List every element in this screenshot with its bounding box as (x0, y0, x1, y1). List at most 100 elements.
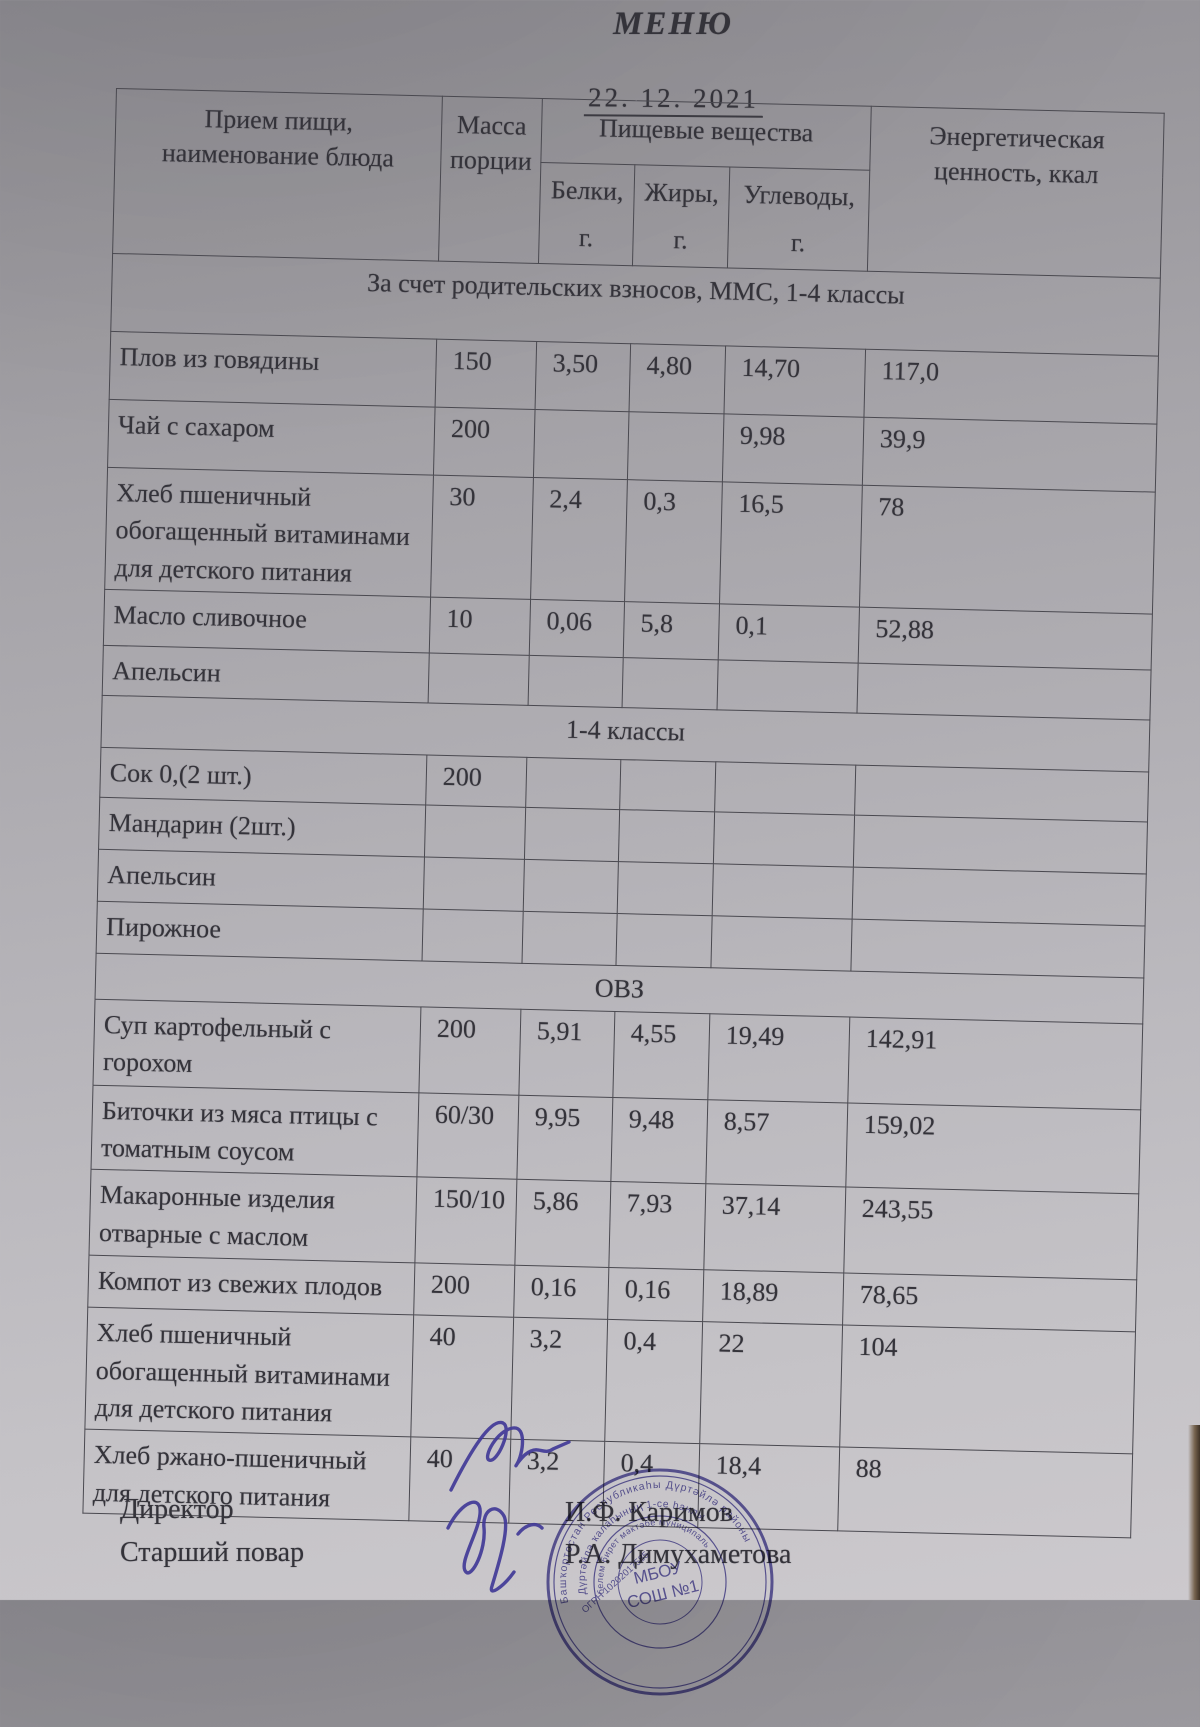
dish-cell: Чай с сахаром (107, 399, 436, 475)
page-title: МЕНЮ (613, 6, 733, 42)
carbs-cell (712, 863, 854, 919)
dish-cell: Хлеб пшеничный обогащенный витаминами дл… (84, 1307, 414, 1437)
mass-cell (424, 804, 526, 859)
energy-cell: 39,9 (862, 416, 1157, 492)
protein-cell: 2,4 (530, 477, 628, 602)
column-header-nutrients: Пищевые вещества (540, 98, 872, 171)
mass-cell: 200 (433, 406, 536, 478)
column-header-fat: Жиры, г. (632, 164, 730, 268)
protein-cell: 5,86 (514, 1179, 611, 1268)
column-header-mass: Масса порции (438, 96, 543, 264)
energy-cell: 78,65 (842, 1273, 1137, 1332)
carbs-cell (710, 915, 853, 971)
role-chef-label: Старший повар (120, 1537, 305, 1569)
column-header-protein: Белки, г. (538, 162, 635, 266)
carbs-cell: 9,98 (722, 413, 864, 485)
energy-cell: 52,88 (858, 606, 1153, 670)
protein-cell (521, 910, 618, 966)
mass-cell: 200 (418, 1006, 521, 1095)
mass-cell: 150 (435, 338, 537, 410)
role-director-label: Директор (120, 1494, 234, 1525)
director-name: И.Ф. Каримов (565, 1497, 733, 1528)
menu-table-wrapper: Прием пищи, наименование блюда Масса пор… (82, 88, 1165, 1539)
dish-cell: Апельсин (102, 645, 430, 703)
fat-cell: 0,4 (604, 1319, 703, 1444)
dish-cell: Макаронные изделия отварные с маслом (88, 1169, 417, 1263)
carbs-cell: 18,89 (702, 1269, 844, 1325)
carbs-cell (714, 761, 856, 815)
protein-cell (524, 807, 620, 862)
carbs-cell: 37,14 (703, 1183, 846, 1274)
dish-cell: Апельсин (97, 848, 425, 909)
dish-cell: Масло сливочное (103, 589, 431, 653)
energy-cell (856, 662, 1152, 720)
table-row: Хлеб пшеничный обогащенный витаминами дл… (104, 467, 1156, 614)
mass-cell: 200 (413, 1262, 515, 1318)
carbs-cell: 0,1 (718, 603, 860, 663)
column-header-carbs: Углеводы, г. (727, 166, 870, 271)
protein-cell: 3,50 (535, 341, 631, 412)
protein-cell (525, 757, 621, 810)
protein-cell: 0,06 (529, 599, 625, 658)
fat-cell (619, 759, 716, 812)
energy-cell: 159,02 (845, 1102, 1141, 1194)
footer-names: И.Ф. Каримов Р.А. Димухаметова (565, 1492, 791, 1576)
dish-cell: Пирожное (96, 900, 424, 961)
dish-cell: Плов из говядины (109, 331, 437, 407)
carbs-cell: 8,57 (705, 1099, 848, 1188)
dish-cell: Мандарин (2шт.) (98, 796, 426, 857)
dish-cell: Сок 0,(2 шт.) (99, 746, 427, 805)
energy-cell (853, 814, 1148, 874)
mass-cell (428, 652, 530, 706)
mass-cell: 60/30 (416, 1092, 519, 1180)
protein-cell: 9,95 (516, 1094, 613, 1182)
fat-cell: 7,93 (608, 1181, 706, 1270)
fat-cell: 0,16 (607, 1267, 704, 1322)
fat-cell: 4,80 (629, 343, 726, 414)
dish-cell: Суп картофельный с горохом (93, 998, 421, 1093)
energy-cell (854, 764, 1149, 822)
fat-cell (627, 411, 724, 482)
energy-cell (850, 918, 1146, 978)
carbs-cell: 22 (699, 1321, 843, 1448)
protein-cell (528, 655, 624, 708)
menu-table: Прием пищи, наименование блюда Масса пор… (82, 88, 1165, 1539)
dish-cell: Компот из свежих плодов (87, 1255, 415, 1315)
column-header-meal: Прием пищи, наименование блюда (112, 88, 443, 261)
chef-signature (446, 1500, 544, 1593)
column-header-energy: Энергетическая ценность, ккал (867, 106, 1165, 278)
fat-cell: 0,3 (624, 479, 723, 604)
energy-cell: 243,55 (843, 1187, 1139, 1280)
carbs-cell: 14,70 (723, 345, 866, 417)
fat-cell (622, 657, 719, 710)
energy-cell: 88 (837, 1447, 1133, 1539)
mass-cell (423, 856, 525, 911)
fat-cell: 4,55 (612, 1011, 710, 1100)
school-stamp-seal: Башҡортостан Республикаһы Дүртәйлә район… (535, 1458, 774, 1696)
fat-cell: 5,8 (623, 601, 720, 660)
mass-cell: 10 (429, 596, 531, 656)
energy-cell: 104 (839, 1324, 1136, 1454)
fat-cell (617, 861, 714, 916)
mass-cell: 200 (425, 754, 527, 808)
table-row: Хлеб пшеничный обогащенный витаминами дл… (84, 1307, 1136, 1454)
mass-cell: 30 (430, 474, 534, 600)
energy-cell: 78 (859, 484, 1156, 614)
dish-cell: Хлеб пшеничный обогащенный витаминами дл… (104, 467, 434, 597)
carbs-cell (713, 811, 855, 867)
mass-cell: 150/10 (414, 1176, 517, 1266)
fat-cell (615, 913, 713, 968)
protein-cell: 0,16 (513, 1265, 609, 1320)
energy-cell: 142,91 (847, 1016, 1143, 1110)
protein-cell: 5,91 (518, 1008, 615, 1098)
energy-cell: 117,0 (863, 348, 1159, 424)
fat-cell (618, 809, 715, 864)
dish-cell: Биточки из мяса птицы с томатным соусом (91, 1084, 419, 1177)
carbs-cell: 16,5 (719, 481, 863, 607)
director-signature (449, 1420, 571, 1492)
carbs-cell: 19,49 (707, 1013, 850, 1103)
paper-edge-shadow (1188, 1425, 1200, 1600)
carbs-cell (717, 659, 859, 713)
fat-cell: 9,48 (610, 1097, 708, 1184)
mass-cell (422, 908, 524, 963)
